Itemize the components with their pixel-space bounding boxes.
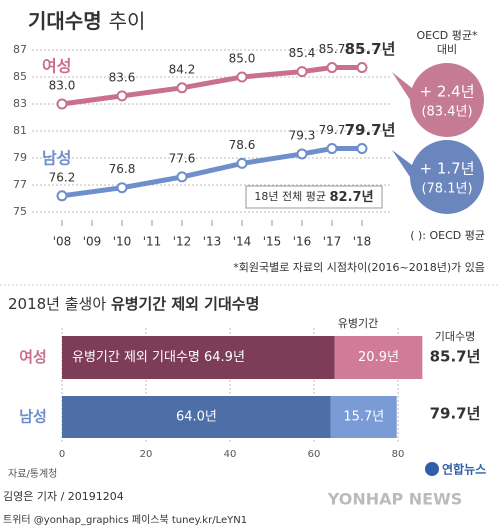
bar-segment [334, 336, 423, 379]
x-tick-label: 80 [392, 449, 405, 460]
callout-pointer [392, 150, 414, 183]
oecd-note: ( ): OECD 평균 [410, 229, 485, 242]
title-normal: 2018년 출생아 [8, 295, 106, 313]
value-label: 79.7년 [345, 121, 396, 139]
y-tick-label: 85 [13, 70, 27, 83]
point [326, 62, 338, 74]
total-header: 기대수명 [435, 330, 475, 343]
x-tick-label: '16 [293, 235, 312, 249]
bar-segment [62, 396, 331, 438]
series-label: 남성 [42, 148, 71, 167]
callout-pointer [392, 72, 414, 106]
value-label: 76.8 [109, 162, 136, 176]
y-tick-label: 87 [13, 43, 27, 56]
category-label: 여성 [19, 348, 47, 366]
value-label: 85.0 [229, 52, 256, 66]
average-box [245, 185, 383, 209]
y-tick-label: 75 [13, 205, 27, 218]
point [326, 143, 338, 155]
value-label: 85.4 [289, 46, 316, 60]
x-tick-label: '18 [353, 235, 372, 249]
source: 자료/통계청 [8, 468, 57, 480]
average-text: 18년 전체 평균 [254, 190, 326, 203]
value-label: 15.7년 [343, 410, 384, 425]
female-oecd: (83.4년) [421, 105, 472, 120]
value-label: 83.6 [109, 70, 136, 84]
male-oecd: (78.1년) [421, 182, 472, 197]
y-tick-label: 83 [13, 97, 27, 110]
total-label: 85.7년 [430, 348, 481, 366]
value-label: 83.0 [49, 79, 76, 93]
bar-segment [62, 336, 335, 379]
value-label: 77.6 [169, 151, 196, 165]
male-callout [410, 140, 484, 214]
x-tick-label: '11 [143, 235, 162, 249]
point [296, 148, 308, 160]
social: 트위터 @yonhap_graphics 페이스북 tuney.kr/LeYN1 [3, 513, 247, 526]
x-tick-label: 40 [224, 449, 237, 460]
point [56, 98, 68, 110]
male-diff: + 1.7년 [420, 160, 475, 178]
y-tick-label: 77 [13, 178, 27, 191]
point [176, 82, 188, 94]
byline: 김영은 기자 / 20191204 [3, 490, 124, 503]
logo-en: YONHAP NEWS [327, 490, 463, 509]
point [176, 171, 188, 183]
x-tick-label: '17 [323, 235, 342, 249]
category-label: 남성 [19, 408, 47, 426]
series-line [61, 65, 362, 107]
value-label: 79.7 [319, 123, 346, 137]
series-label: 여성 [42, 57, 71, 76]
point [296, 66, 308, 78]
oecd-header: 대비 [437, 43, 457, 56]
x-tick-label: '08 [53, 235, 72, 249]
x-tick-label: 0 [59, 449, 65, 460]
x-tick-label: '10 [113, 235, 132, 249]
value-label: 20.9년 [358, 350, 399, 365]
x-tick-label: '12 [173, 235, 192, 249]
chart-title: 2018년 출생아 유병기간 제외 기대수명 [8, 295, 259, 313]
average-value: 82.7년 [330, 190, 374, 205]
female-diff: + 2.4년 [420, 83, 475, 101]
point [356, 143, 368, 155]
point [56, 190, 68, 202]
value-label: 79.3 [289, 128, 316, 142]
footnote: *회원국별로 자료의 시점차이(2016~2018년)가 있음 [233, 261, 485, 274]
point [116, 90, 128, 102]
point [356, 62, 368, 74]
value-label: 64.0년 [176, 410, 217, 425]
title-bold: 유병기간 제외 기대수명 [111, 295, 259, 313]
y-tick-label: 79 [13, 151, 27, 164]
value-label: 유병기간 제외 기대수명 64.9년 [72, 350, 245, 365]
chart-title: 기대수명 추이 [28, 9, 145, 33]
y-tick-label: 81 [13, 124, 27, 137]
average-label: 18년 전체 평균 82.7년 [254, 190, 373, 205]
title-normal: 추이 [109, 9, 146, 33]
point [236, 157, 248, 169]
point [116, 182, 128, 194]
x-tick-label: 60 [308, 449, 321, 460]
value-label: 78.6 [229, 138, 256, 152]
x-tick-label: '09 [83, 235, 102, 249]
female-callout [410, 63, 484, 137]
value-label: 85.7 [319, 42, 346, 56]
point [236, 71, 248, 83]
title-bold: 기대수명 [28, 9, 102, 33]
value-label: 84.2 [169, 62, 196, 76]
value-label: 76.2 [49, 170, 76, 184]
value-label: 85.7년 [345, 40, 396, 58]
total-label: 79.7년 [430, 405, 481, 423]
logo-icon [425, 462, 439, 476]
x-tick-label: '14 [233, 235, 252, 249]
x-tick-label: '15 [263, 235, 282, 249]
bar-segment [330, 396, 397, 438]
oecd-header: OECD 평균* [417, 29, 478, 42]
legend-label: 유병기간 [338, 317, 378, 330]
logo-kr: 연합뉴스 [442, 462, 486, 477]
x-tick-label: '13 [203, 235, 222, 249]
x-tick-label: 20 [140, 449, 153, 460]
